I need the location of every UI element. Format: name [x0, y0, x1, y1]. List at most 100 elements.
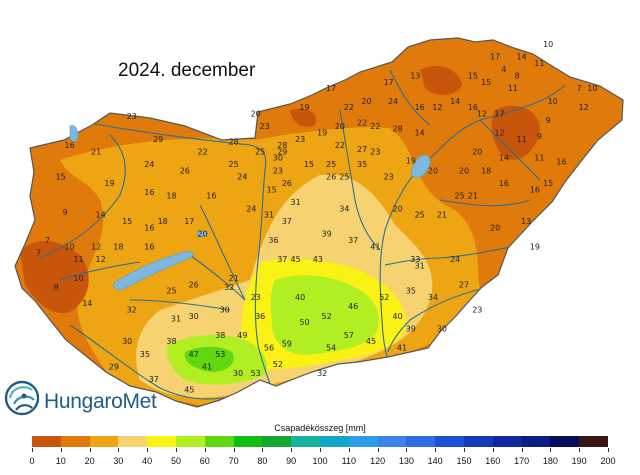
- station-value: 28: [229, 137, 239, 146]
- station-value: 20: [251, 109, 261, 118]
- station-value: 31: [264, 211, 274, 220]
- legend-swatch: [348, 436, 378, 447]
- station-value: 16: [144, 223, 154, 232]
- station-value: 10: [548, 97, 558, 106]
- field-50-60-center: [270, 275, 379, 355]
- legend-tick-label: 30: [113, 456, 124, 466]
- station-value: 23: [127, 112, 137, 121]
- legend-tick-label: 160: [485, 456, 501, 466]
- station-value: 26: [180, 166, 190, 175]
- lake-tisza: [411, 154, 431, 178]
- legend-tick: [406, 448, 408, 452]
- station-value: 35: [357, 160, 367, 169]
- station-value: 34: [339, 204, 349, 213]
- station-value: 9: [63, 208, 68, 217]
- station-value: 52: [322, 312, 332, 321]
- legend-swatch: [32, 436, 61, 447]
- station-value: 17: [184, 217, 194, 226]
- field-0-10-west: [20, 240, 89, 314]
- legend-tick: [435, 448, 437, 452]
- station-value: 18: [113, 242, 123, 251]
- station-value: 14: [499, 154, 509, 163]
- legend-tick-label: 120: [370, 456, 386, 466]
- station-value: 52: [273, 360, 283, 369]
- station-value: 12: [91, 242, 101, 251]
- station-value: 45: [184, 385, 194, 394]
- station-value: 24: [237, 173, 247, 182]
- tisza-river: [379, 84, 566, 361]
- legend-swatch: [550, 436, 580, 447]
- lakes: [69, 125, 431, 290]
- station-value: 16: [499, 179, 509, 188]
- legend-swatch: [319, 436, 349, 447]
- legend-swatch: [89, 436, 119, 447]
- legend-swatch: [262, 436, 292, 447]
- station-value: 10: [73, 274, 83, 283]
- station-value: 14: [450, 97, 460, 106]
- station-value: 15: [481, 78, 491, 87]
- legend-tick-label: 140: [427, 456, 443, 466]
- station-value: 19: [406, 156, 416, 165]
- station-value: 33: [410, 255, 420, 264]
- legend-labels: 0 10 20 30 40 50 60 70 80 90 100 110 120 130 140 150 160…: [29, 456, 615, 468]
- station-value: 14: [82, 299, 92, 308]
- station-value: 32: [224, 283, 234, 292]
- station-value: 41: [202, 363, 212, 372]
- station-value: 37: [277, 255, 287, 264]
- zagyva-river: [339, 109, 381, 251]
- legend-tick: [579, 448, 581, 452]
- station-value: 11: [517, 135, 527, 144]
- legend-tick-label: 0: [29, 456, 35, 466]
- station-value: 49: [237, 331, 247, 340]
- legend-tick: [291, 448, 293, 452]
- legend-tick-label: 40: [142, 456, 153, 466]
- legend-tick: [176, 448, 177, 452]
- station-value: 23: [370, 147, 380, 156]
- legend-swatch: [175, 436, 205, 447]
- legend-tick-label: 190: [571, 456, 587, 466]
- station-value: 37: [149, 375, 159, 384]
- station-value: 20: [472, 147, 482, 156]
- station-value: 35: [140, 350, 150, 359]
- station-value: 17: [326, 84, 336, 93]
- station-value: 14: [517, 53, 527, 62]
- station-value: 38: [215, 331, 225, 340]
- station-value: 45: [291, 255, 301, 264]
- station-value: 27: [357, 145, 367, 154]
- station-value: 56: [264, 344, 274, 353]
- station-value: 36: [268, 236, 278, 245]
- station-value: 40: [393, 312, 403, 321]
- legend-tick: [377, 448, 379, 452]
- map-title: 2024. december: [118, 60, 256, 81]
- station-value: 27: [459, 280, 469, 289]
- station-value: 7: [45, 236, 50, 245]
- station-value: 13: [410, 72, 420, 81]
- station-value: 22: [335, 141, 345, 150]
- station-value: 53: [215, 350, 225, 359]
- station-value: 16: [530, 185, 540, 194]
- legend-tick: [492, 448, 494, 452]
- station-value: 21: [229, 274, 239, 283]
- legend-tick-label: 170: [514, 456, 530, 466]
- station-value: 13: [521, 217, 531, 226]
- station-value: 30: [122, 337, 132, 346]
- station-value: 45: [366, 337, 376, 346]
- station-value: 30: [273, 154, 283, 163]
- legend-tick-label: 10: [55, 456, 66, 466]
- station-value: 24: [388, 97, 398, 106]
- legend-tick: [147, 448, 149, 452]
- station-value: 47: [189, 350, 199, 359]
- station-value: 17: [384, 78, 394, 87]
- legend-swatch: [118, 436, 148, 447]
- station-value: 20: [490, 223, 500, 232]
- legend-tick-label: 60: [199, 456, 210, 466]
- legend-swatch: [492, 436, 522, 447]
- station-value: 23: [260, 122, 270, 131]
- station-value: 37: [282, 217, 292, 226]
- station-value: 10: [543, 40, 553, 49]
- rivers: [39, 69, 566, 400]
- station-value: 19: [299, 103, 309, 112]
- station-value: 12: [432, 103, 442, 112]
- station-value: 12: [579, 103, 589, 112]
